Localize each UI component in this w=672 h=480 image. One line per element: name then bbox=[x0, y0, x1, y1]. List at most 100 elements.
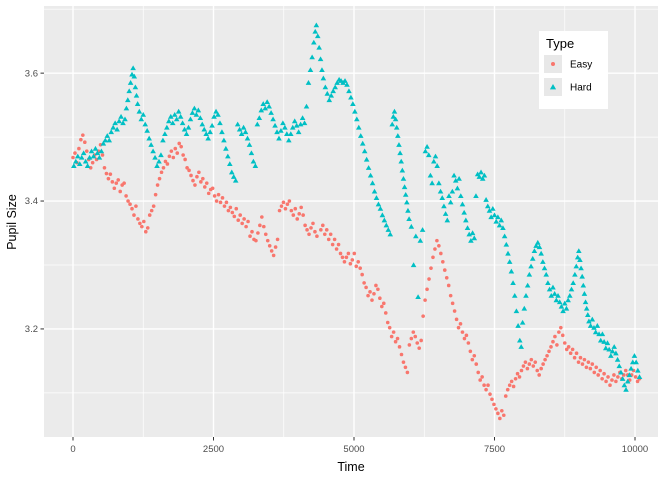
data-point-hard bbox=[393, 124, 400, 130]
data-point-hard bbox=[434, 163, 440, 168]
data-point-hard bbox=[550, 284, 556, 290]
x-tick-label: 2500 bbox=[203, 444, 224, 455]
data-point-hard bbox=[130, 65, 136, 71]
data-point-easy bbox=[586, 360, 591, 364]
data-point-easy bbox=[519, 368, 524, 373]
data-point-hard bbox=[449, 188, 456, 194]
data-point-hard bbox=[493, 218, 499, 224]
data-point-hard bbox=[146, 135, 152, 141]
data-point-hard bbox=[94, 150, 101, 156]
data-point-easy bbox=[444, 275, 449, 280]
data-point-hard bbox=[171, 112, 178, 117]
data-point-hard bbox=[501, 233, 508, 239]
data-point-hard bbox=[234, 121, 241, 127]
data-point-easy bbox=[413, 334, 418, 339]
data-point-hard bbox=[242, 129, 249, 135]
data-point-easy bbox=[291, 213, 296, 217]
data-point-hard bbox=[286, 137, 292, 143]
data-point-hard bbox=[371, 188, 378, 194]
data-point-hard bbox=[457, 193, 464, 199]
data-point-hard bbox=[189, 110, 196, 115]
data-point-hard bbox=[568, 286, 575, 292]
data-point-hard bbox=[284, 131, 290, 136]
data-point-easy bbox=[389, 334, 394, 339]
data-point-hard bbox=[287, 131, 294, 136]
data-point-easy bbox=[267, 243, 272, 248]
data-point-hard bbox=[248, 150, 255, 156]
data-point-easy bbox=[623, 368, 628, 373]
data-point-easy bbox=[385, 320, 390, 325]
data-point-easy bbox=[214, 199, 219, 203]
data-point-hard bbox=[363, 156, 370, 162]
data-point-hard bbox=[451, 172, 457, 178]
data-point-easy bbox=[559, 325, 563, 330]
data-point-hard bbox=[546, 286, 553, 292]
data-point-easy bbox=[246, 219, 250, 224]
data-point-hard bbox=[586, 318, 592, 324]
data-point-hard bbox=[381, 217, 388, 223]
data-point-easy bbox=[555, 343, 559, 347]
data-point-easy bbox=[393, 339, 398, 344]
data-point-easy bbox=[102, 165, 107, 170]
data-point-hard bbox=[578, 265, 584, 271]
data-point-hard bbox=[260, 101, 267, 106]
data-point-easy bbox=[458, 322, 463, 326]
data-point-hard bbox=[551, 291, 558, 296]
data-point-easy bbox=[610, 378, 614, 382]
data-point-easy bbox=[309, 226, 313, 230]
data-point-hard bbox=[446, 193, 452, 199]
data-point-hard bbox=[496, 222, 503, 228]
data-point-easy bbox=[140, 224, 144, 229]
data-point-hard bbox=[320, 75, 327, 81]
data-point-easy bbox=[313, 229, 317, 234]
data-point-hard bbox=[175, 108, 182, 114]
data-point-hard bbox=[405, 207, 411, 213]
data-point-easy bbox=[387, 325, 392, 330]
data-point-easy bbox=[462, 336, 467, 341]
data-point-hard bbox=[148, 142, 154, 147]
data-point-hard bbox=[413, 233, 419, 239]
data-point-hard bbox=[152, 154, 158, 160]
data-point-hard bbox=[553, 297, 560, 303]
data-point-hard bbox=[574, 254, 581, 260]
data-point-hard bbox=[565, 297, 571, 303]
data-point-easy bbox=[228, 205, 233, 210]
data-point-hard bbox=[587, 323, 594, 328]
data-point-hard bbox=[258, 107, 265, 113]
data-point-hard bbox=[503, 241, 510, 247]
data-point-hard bbox=[305, 80, 312, 85]
data-point-easy bbox=[452, 309, 457, 313]
data-point-hard bbox=[238, 131, 245, 136]
data-point-hard bbox=[397, 150, 403, 156]
data-point-easy bbox=[83, 140, 87, 145]
data-point-easy bbox=[230, 210, 235, 215]
data-point-hard bbox=[476, 174, 483, 179]
data-point-hard bbox=[391, 108, 398, 114]
data-point-hard bbox=[611, 344, 618, 349]
data-point-easy bbox=[275, 237, 280, 242]
data-point-easy bbox=[163, 159, 168, 164]
data-point-easy bbox=[441, 259, 445, 264]
data-point-easy bbox=[435, 238, 439, 243]
data-point-hard bbox=[498, 217, 505, 223]
data-point-hard bbox=[293, 122, 300, 128]
data-point-easy bbox=[179, 144, 183, 149]
data-point-easy bbox=[149, 208, 154, 213]
data-point-hard bbox=[454, 185, 461, 191]
data-point-easy bbox=[212, 194, 217, 198]
data-point-easy bbox=[472, 353, 477, 358]
data-point-hard bbox=[383, 222, 390, 228]
data-point-easy bbox=[155, 183, 160, 187]
data-point-easy bbox=[305, 228, 309, 232]
data-point-hard bbox=[510, 280, 516, 285]
data-point-easy bbox=[124, 194, 128, 198]
data-point-hard bbox=[278, 127, 284, 133]
data-point-hard bbox=[98, 148, 105, 154]
data-point-easy bbox=[492, 402, 496, 407]
data-point-easy bbox=[238, 213, 242, 217]
data-point-hard bbox=[581, 291, 588, 296]
data-point-hard bbox=[560, 308, 566, 314]
data-point-hard bbox=[332, 84, 338, 90]
data-point-hard bbox=[106, 137, 113, 143]
data-point-hard bbox=[452, 177, 459, 183]
